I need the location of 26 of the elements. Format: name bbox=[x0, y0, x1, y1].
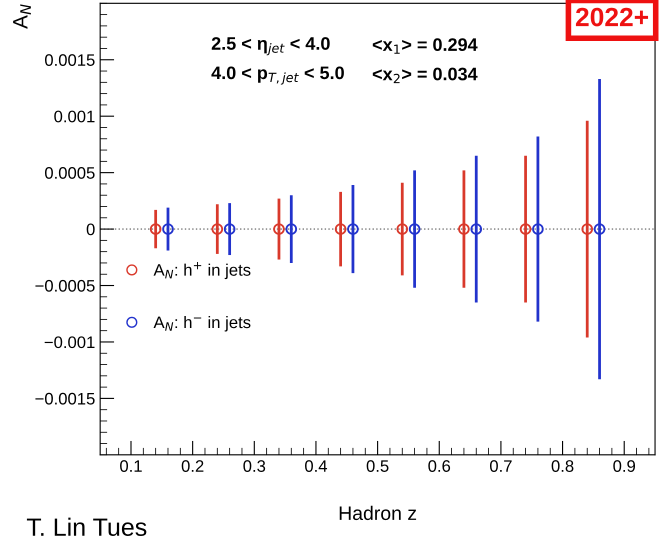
y-tick-label: 0.0005 bbox=[44, 167, 95, 179]
x-tick-label: 0.9 bbox=[613, 460, 636, 472]
y-tick-label: −0.001 bbox=[44, 336, 94, 348]
annotation: 4.0 < p$_{T,jet}$ < 5.0 bbox=[211, 66, 344, 85]
x-tick-label: 0.2 bbox=[182, 460, 204, 472]
y-tick-label: 0.0015 bbox=[44, 54, 95, 66]
x-tick-label: 0.7 bbox=[490, 460, 512, 472]
y-tick-label: 0 bbox=[86, 223, 95, 236]
x-tick-label: 0.5 bbox=[366, 460, 388, 472]
x-tick-label: 0.6 bbox=[428, 460, 450, 472]
annotation: <x$_{2}$> = 0.034 bbox=[372, 68, 478, 84]
annotation: <x$_{1}$> = 0.294 bbox=[372, 38, 478, 54]
x-axis-title: Hadron z bbox=[340, 506, 416, 520]
y-axis-title: A$_{N}$ bbox=[13, 4, 31, 29]
legend-label: A$_{N}$: h$^{−}$ in jets bbox=[154, 316, 250, 332]
x-tick-label: 0.3 bbox=[243, 460, 266, 472]
x-tick-label: 0.8 bbox=[552, 460, 574, 472]
x-tick-label: 0.1 bbox=[120, 460, 142, 472]
y-tick-label: −0.0005 bbox=[35, 280, 95, 292]
text: T. Lin Tues bbox=[26, 518, 146, 536]
legend-label: A$_{N}$: h$^{+}$ in jets bbox=[154, 262, 250, 280]
annotation: 2022+ bbox=[576, 8, 648, 26]
annotation: 2.5 < η$_{jet}$ < 4.0 bbox=[212, 37, 330, 56]
y-tick-label: 0.001 bbox=[54, 110, 94, 122]
y-tick-label: −0.0015 bbox=[35, 392, 95, 405]
x-tick-label: 0.4 bbox=[305, 460, 328, 472]
